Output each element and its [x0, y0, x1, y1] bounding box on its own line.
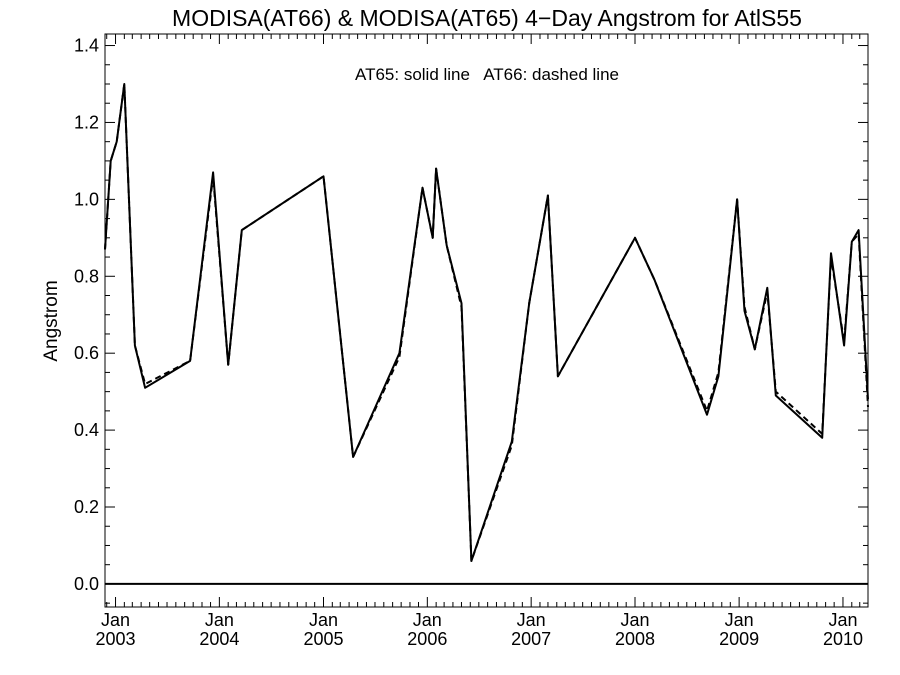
series-line-at66 [104, 83, 869, 562]
x-tick-month-label: Jan [517, 610, 546, 630]
x-tick-year-label: 2007 [511, 629, 551, 649]
plot-frame [104, 33, 869, 608]
series-line-at65 [104, 83, 869, 562]
x-tick-year-label: 2008 [615, 629, 655, 649]
x-tick-year-label: 2009 [719, 629, 759, 649]
axis-ticks: 0.00.20.40.60.81.01.21.4Jan2003Jan2004Ja… [74, 34, 868, 649]
x-tick-year-label: 2004 [199, 629, 239, 649]
x-tick-year-label: 2010 [823, 629, 863, 649]
y-tick-label: 0.2 [74, 497, 99, 517]
chart-title: MODISA(AT66) & MODISA(AT65) 4−Day Angstr… [172, 5, 802, 31]
y-tick-label: 0.0 [74, 574, 99, 594]
y-tick-label: 1.0 [74, 189, 99, 209]
x-tick-year-label: 2003 [96, 629, 136, 649]
legend-annotation: AT65: solid line AT66: dashed line [355, 65, 619, 84]
y-tick-label: 0.4 [74, 420, 99, 440]
x-tick-year-label: 2006 [407, 629, 447, 649]
series-group [104, 83, 869, 562]
x-tick-month-label: Jan [413, 610, 442, 630]
y-tick-label: 0.6 [74, 343, 99, 363]
x-tick-month-label: Jan [101, 610, 130, 630]
x-tick-year-label: 2005 [303, 629, 343, 649]
y-tick-label: 1.2 [74, 112, 99, 132]
x-tick-month-label: Jan [725, 610, 754, 630]
y-axis-label: Angstrom [41, 280, 62, 361]
y-tick-label: 1.4 [74, 36, 99, 56]
x-tick-month-label: Jan [828, 610, 857, 630]
x-tick-month-label: Jan [205, 610, 234, 630]
x-tick-month-label: Jan [620, 610, 649, 630]
y-tick-label: 0.8 [74, 266, 99, 286]
x-tick-month-label: Jan [309, 610, 338, 630]
